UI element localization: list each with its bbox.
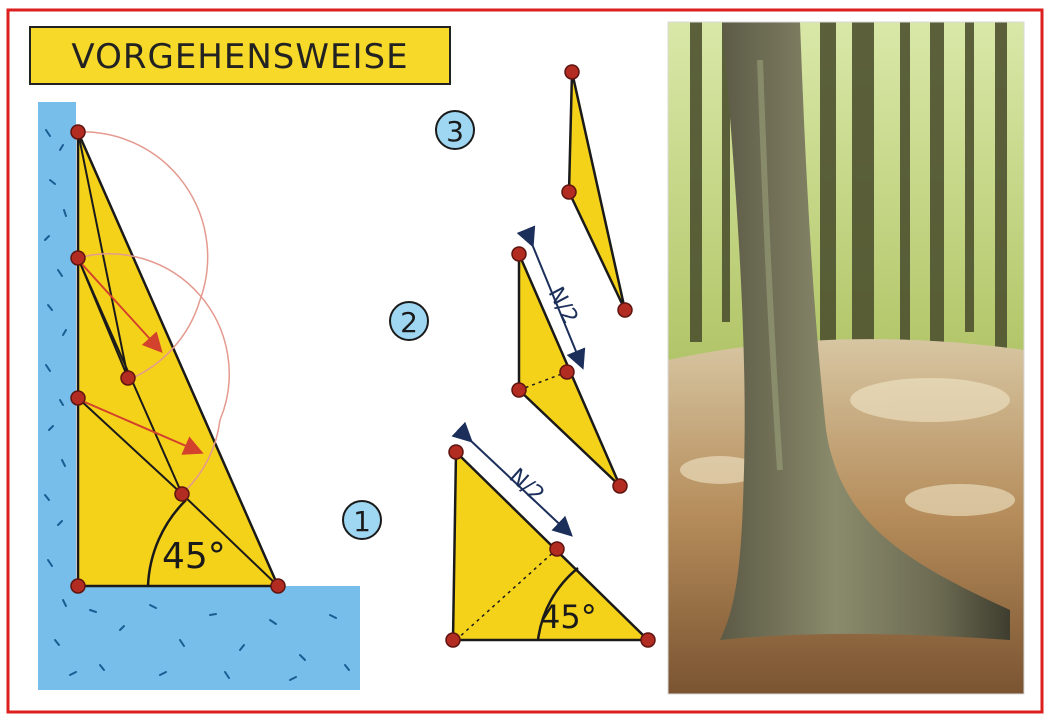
point xyxy=(70,578,86,594)
point xyxy=(511,246,527,262)
point xyxy=(70,250,86,266)
point xyxy=(617,302,633,318)
title-text: VORGEHENSWEISE xyxy=(71,37,408,77)
point xyxy=(640,632,656,648)
left-triangle: 45° xyxy=(70,124,286,594)
point xyxy=(445,632,461,648)
point xyxy=(448,444,464,460)
step-badge-3: 3 xyxy=(435,110,475,150)
angle-arc xyxy=(536,567,579,641)
step-badge-1: 1 xyxy=(342,500,382,540)
water-region xyxy=(38,102,360,690)
arrow-red xyxy=(79,399,204,455)
step3-triangle xyxy=(561,64,633,318)
angle-label-step1: 45° xyxy=(540,598,597,636)
angle-arc xyxy=(146,499,187,587)
step-number: 1 xyxy=(353,505,371,538)
step-badge-2: 2 xyxy=(389,301,429,341)
point xyxy=(559,364,575,380)
forest-photo xyxy=(667,21,1025,695)
step1-triangle: N/2 45° xyxy=(445,421,656,648)
point xyxy=(561,184,577,200)
title-banner: VORGEHENSWEISE xyxy=(29,26,451,85)
angle-label-left: 45° xyxy=(162,536,226,577)
point xyxy=(70,390,86,406)
half-length-arrow xyxy=(516,225,586,370)
point xyxy=(564,64,580,80)
point xyxy=(270,578,286,594)
point xyxy=(511,382,527,398)
point xyxy=(70,124,86,140)
point xyxy=(549,541,565,557)
step-number: 3 xyxy=(446,115,464,148)
point xyxy=(174,486,190,502)
half-length-arrow xyxy=(451,421,573,537)
point xyxy=(612,478,628,494)
point xyxy=(120,370,136,386)
step-number: 2 xyxy=(400,306,418,339)
arrow-red xyxy=(79,261,163,353)
